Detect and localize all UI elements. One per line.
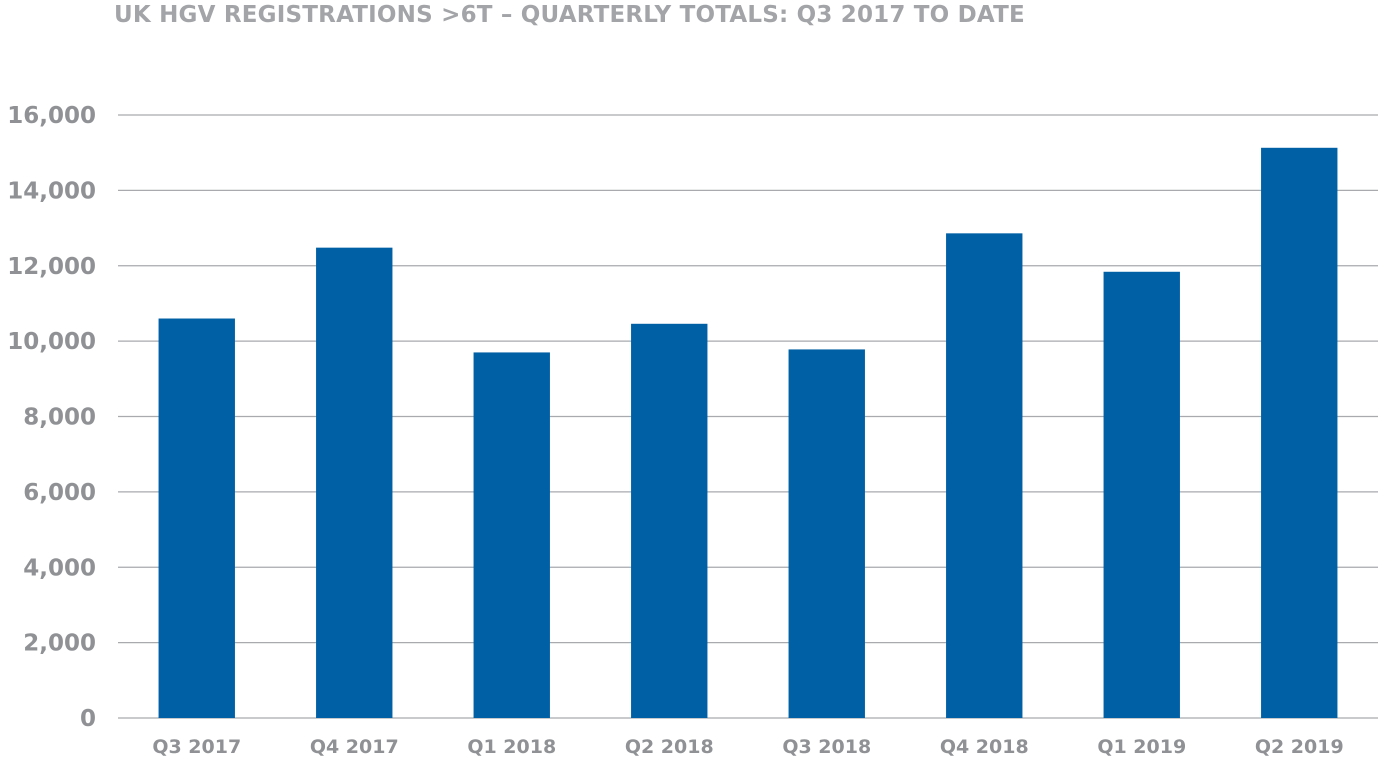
chart-title: UK HGV REGISTRATIONS >6T – QUARTERLY TOT… <box>114 2 1025 28</box>
y-tick-label: 12,000 <box>7 254 96 280</box>
x-tick-label: Q2 2018 <box>625 736 714 758</box>
bar-q4-2017 <box>316 247 393 718</box>
x-tick-label: Q1 2019 <box>1097 736 1186 758</box>
y-tick-label: 0 <box>80 706 96 732</box>
x-axis-ticks: Q3 2017 Q4 2017 Q1 2018 Q2 2018 Q3 2018 Q4 20… <box>152 736 1343 758</box>
x-tick-label: Q2 2019 <box>1255 736 1344 758</box>
gridlines <box>118 114 1378 719</box>
y-axis-ticks: 0 2,000 4,000 6,000 8,000 10,000 12,000 14,000 1… <box>7 103 96 732</box>
y-tick-label: 2,000 <box>23 631 96 657</box>
y-tick-label: 4,000 <box>23 555 96 581</box>
bar-q2-2018 <box>631 323 708 718</box>
y-tick-label: 6,000 <box>23 480 96 506</box>
bar-q4-2018 <box>946 233 1023 718</box>
y-tick-label: 10,000 <box>7 329 96 355</box>
y-tick-label: 8,000 <box>23 405 96 431</box>
bar-q1-2019 <box>1103 271 1180 718</box>
bars <box>158 147 1338 718</box>
x-tick-label: Q3 2018 <box>782 736 871 758</box>
bar-q1-2018 <box>473 352 550 718</box>
x-tick-label: Q3 2017 <box>152 736 241 758</box>
x-tick-label: Q1 2018 <box>467 736 556 758</box>
bar-q3-2018 <box>788 349 865 718</box>
x-tick-label: Q4 2017 <box>310 736 399 758</box>
y-tick-label: 16,000 <box>7 103 96 129</box>
y-tick-label: 14,000 <box>7 178 96 204</box>
bar-q2-2019 <box>1261 147 1338 718</box>
bar-q3-2017 <box>158 318 235 718</box>
x-tick-label: Q4 2018 <box>940 736 1029 758</box>
